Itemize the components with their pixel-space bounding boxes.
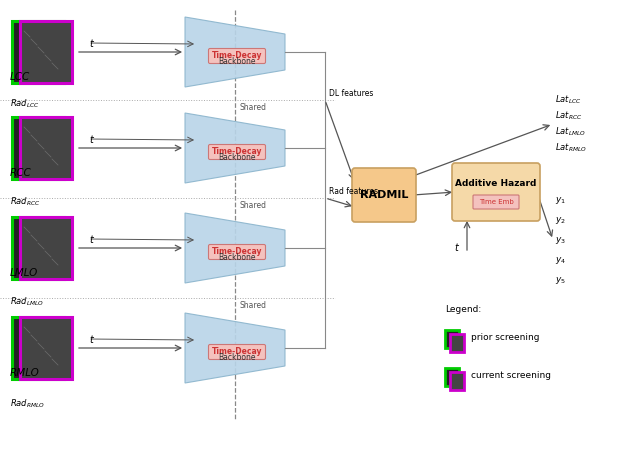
Text: $t$: $t$: [89, 233, 95, 245]
Text: $Rad_{LMLO}$: $Rad_{LMLO}$: [10, 296, 44, 308]
FancyBboxPatch shape: [473, 195, 519, 209]
Text: Backbone: Backbone: [218, 58, 256, 67]
FancyBboxPatch shape: [12, 21, 64, 83]
Text: prior screening: prior screening: [471, 333, 540, 342]
FancyBboxPatch shape: [452, 163, 540, 221]
Text: $y_5$: $y_5$: [555, 274, 566, 285]
FancyBboxPatch shape: [450, 372, 464, 390]
Text: $Rad_{LCC}$: $Rad_{LCC}$: [10, 98, 40, 110]
FancyBboxPatch shape: [12, 317, 64, 379]
Polygon shape: [185, 313, 285, 383]
FancyBboxPatch shape: [20, 217, 72, 279]
Text: $t$: $t$: [454, 241, 460, 253]
FancyBboxPatch shape: [352, 168, 416, 222]
Text: Time-Decay: Time-Decay: [212, 51, 262, 60]
FancyBboxPatch shape: [209, 345, 266, 360]
Text: $Lat_{LMLO}$: $Lat_{LMLO}$: [555, 126, 586, 138]
Text: $y_2$: $y_2$: [555, 215, 566, 225]
Text: $t$: $t$: [89, 333, 95, 345]
Text: Time Emb: Time Emb: [479, 199, 513, 205]
Polygon shape: [185, 17, 285, 87]
Text: $t$: $t$: [89, 133, 95, 145]
Text: $y_3$: $y_3$: [555, 234, 566, 246]
Polygon shape: [185, 113, 285, 183]
Text: Backbone: Backbone: [218, 354, 256, 363]
Text: Backbone: Backbone: [218, 153, 256, 162]
Text: current screening: current screening: [471, 372, 551, 381]
FancyBboxPatch shape: [12, 117, 64, 179]
Text: RCC: RCC: [10, 168, 32, 178]
FancyBboxPatch shape: [445, 368, 459, 386]
Text: Legend:: Legend:: [445, 306, 481, 315]
Text: $Rad_{RCC}$: $Rad_{RCC}$: [10, 196, 40, 208]
FancyBboxPatch shape: [450, 334, 464, 352]
FancyBboxPatch shape: [20, 21, 72, 83]
Text: $Lat_{LCC}$: $Lat_{LCC}$: [555, 94, 582, 106]
Text: Backbone: Backbone: [218, 253, 256, 262]
FancyBboxPatch shape: [20, 117, 72, 179]
Text: LMLO: LMLO: [10, 268, 38, 278]
Text: $Lat_{RCC}$: $Lat_{RCC}$: [555, 110, 582, 122]
Text: Rad features: Rad features: [329, 186, 378, 195]
FancyBboxPatch shape: [209, 244, 266, 260]
Text: Shared: Shared: [239, 302, 266, 310]
Text: $y_1$: $y_1$: [555, 194, 566, 206]
Text: RADMIL: RADMIL: [360, 190, 408, 200]
Text: RMLO: RMLO: [10, 368, 40, 378]
FancyBboxPatch shape: [12, 217, 64, 279]
Text: $y_4$: $y_4$: [555, 255, 566, 266]
FancyBboxPatch shape: [209, 49, 266, 63]
Text: Shared: Shared: [239, 202, 266, 211]
FancyBboxPatch shape: [209, 144, 266, 159]
Text: Shared: Shared: [239, 104, 266, 112]
Polygon shape: [185, 213, 285, 283]
FancyBboxPatch shape: [20, 317, 72, 379]
FancyBboxPatch shape: [445, 330, 459, 348]
Text: $Rad_{RMLO}$: $Rad_{RMLO}$: [10, 398, 45, 410]
Text: $Lat_{RMLO}$: $Lat_{RMLO}$: [555, 142, 587, 154]
Text: Time-Decay: Time-Decay: [212, 248, 262, 256]
Text: LCC: LCC: [10, 72, 30, 82]
Text: Additive Hazard: Additive Hazard: [455, 180, 537, 189]
Text: Time-Decay: Time-Decay: [212, 347, 262, 356]
Text: DL features: DL features: [329, 89, 373, 98]
Text: Time-Decay: Time-Decay: [212, 148, 262, 157]
Text: $t$: $t$: [89, 37, 95, 49]
